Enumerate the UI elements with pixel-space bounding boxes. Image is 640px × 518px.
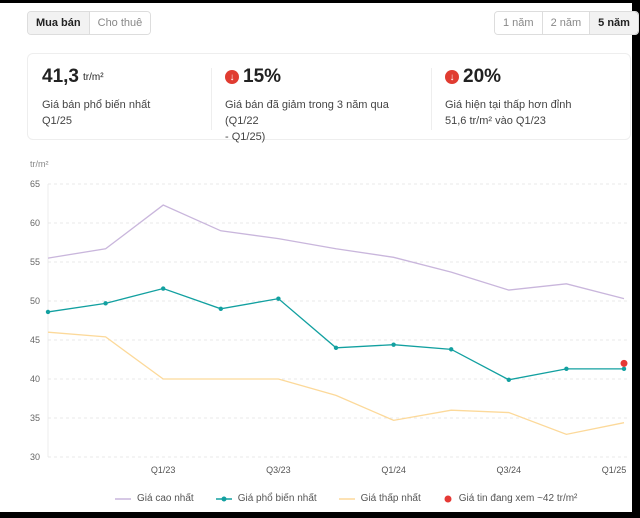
series-line-0 <box>47 204 625 300</box>
data-point <box>218 306 223 311</box>
tab-mua-ban[interactable]: Mua bán <box>28 12 89 34</box>
price-history-panel <box>0 3 632 512</box>
x-tick-label: Q1/23 <box>151 465 176 475</box>
stat-peak-diff: ↓ 20% Giá hiện tại thấp hơn đỉnh 51,6 tr/m… <box>445 66 640 129</box>
series-line-1 <box>47 287 624 381</box>
x-tick-label: Q1/24 <box>381 465 406 475</box>
legend-current-listing[interactable]: Giá tin đang xem ~42 tr/m² <box>443 493 577 504</box>
range-2-years[interactable]: 2 năm <box>541 12 590 34</box>
y-tick-label: 55 <box>30 257 40 267</box>
data-point <box>506 377 511 382</box>
y-tick-label: 60 <box>30 218 40 228</box>
series-line-2 <box>47 331 625 436</box>
x-tick-label: Q3/24 <box>497 465 522 475</box>
divider <box>431 68 432 130</box>
y-tick-label: 45 <box>30 335 40 345</box>
stat-value: 20% <box>463 66 502 87</box>
range-5-years[interactable]: 5 năm <box>589 12 638 34</box>
stat-typical-price: 41,3 tr/m² Giá bán phổ biến nhất Q1/25 <box>42 66 242 129</box>
stat-desc: Giá bán đã giảm trong 3 năm qua (Q1/22 <box>225 99 389 127</box>
data-point <box>45 309 51 315</box>
data-point <box>449 347 454 352</box>
transaction-type-toggle: Mua bán Cho thuê <box>27 11 152 35</box>
y-tick-label: 30 <box>30 452 40 462</box>
arrow-down-circle-icon: ↓ <box>225 70 239 84</box>
stat-value: 41,3 <box>42 66 79 87</box>
data-point <box>161 286 166 291</box>
x-tick-label: Q3/23 <box>266 465 291 475</box>
y-axis-unit: tr/m² <box>30 159 49 169</box>
legend-max[interactable]: Giá cao nhất <box>115 493 194 504</box>
stat-3year-change: ↓ 15% Giá bán đã giảm trong 3 năm qua (Q1… <box>225 66 415 145</box>
divider <box>211 68 212 130</box>
data-point <box>276 296 281 301</box>
legend-typical[interactable]: Giá phổ biến nhất <box>215 493 317 504</box>
stat-desc-cont: - Q1/25) <box>225 131 266 143</box>
y-tick-label: 65 <box>30 179 40 189</box>
current-listing-point <box>620 359 628 367</box>
data-point <box>391 342 396 347</box>
arrow-down-circle-icon: ↓ <box>445 70 459 84</box>
stat-desc-cont: 51,6 tr/m² vào Q1/23 <box>445 115 546 127</box>
stat-period: Q1/25 <box>42 115 72 127</box>
data-point <box>621 366 627 372</box>
y-tick-label: 40 <box>30 374 40 384</box>
legend-min[interactable]: Giá thấp nhất <box>338 493 421 504</box>
y-tick-label: 50 <box>30 296 40 306</box>
stat-desc: Giá bán phổ biến nhất <box>42 99 151 111</box>
chart-legend: Giá cao nhất Giá phổ biến nhất Giá thấp … <box>115 493 577 504</box>
time-range-toggle: 1 năm 2 năm 5 năm <box>494 11 639 35</box>
data-point <box>564 366 569 372</box>
stat-value: 15% <box>243 66 282 87</box>
y-tick-label: 35 <box>30 413 40 423</box>
data-point <box>333 345 339 350</box>
stat-desc: Giá hiện tại thấp hơn đỉnh <box>445 99 572 111</box>
stats-card: 41,3 tr/m² Giá bán phổ biến nhất Q1/25 ↓ 15… <box>27 53 631 143</box>
range-1-year[interactable]: 1 năm <box>495 12 542 34</box>
stat-unit: tr/m² <box>82 71 104 83</box>
data-point <box>103 301 108 306</box>
tab-cho-thue[interactable]: Cho thuê <box>88 12 151 34</box>
x-tick-label: Q1/25 <box>602 465 627 475</box>
